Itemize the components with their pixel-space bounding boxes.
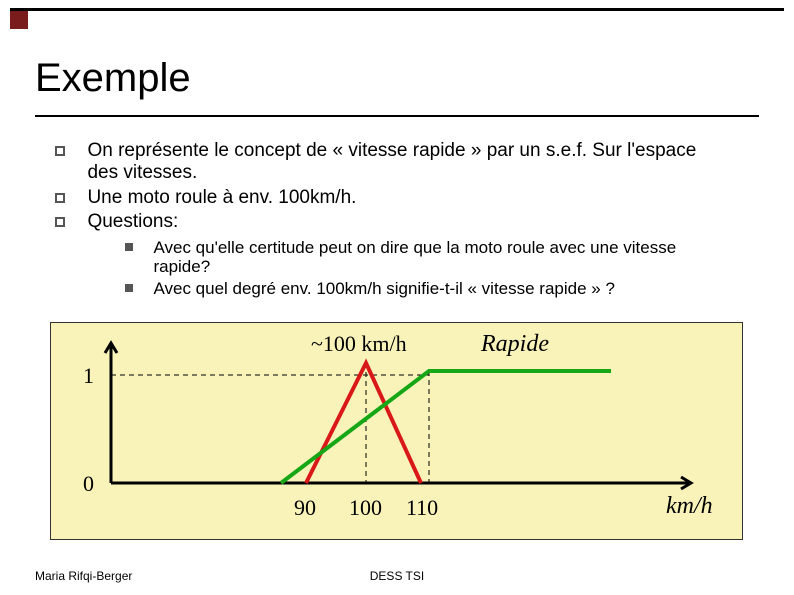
footer-program: DESS TSI — [0, 569, 794, 583]
bullet-text: Une moto roule à env. 100km/h. — [87, 187, 727, 209]
sub-bullet-marker-icon — [125, 284, 133, 292]
bullet-item: Une moto roule à env. 100km/h. — [55, 187, 759, 209]
chart-rapide-label: Rapide — [481, 331, 549, 358]
sub-bullet-item: Avec qu'elle certitude peut on dire que … — [125, 236, 759, 277]
accent-square — [10, 11, 28, 29]
title-underline — [35, 115, 759, 117]
bullet-marker-icon — [55, 217, 65, 227]
fuzzy-chart: ~100 km/h Rapide 1 0 90 100 110 km/h — [50, 322, 743, 540]
content-area: On représente le concept de « vitesse ra… — [55, 140, 759, 298]
sub-bullet-text: Avec qu'elle certitude peut on dire que … — [153, 238, 733, 277]
x-unit-label: km/h — [666, 493, 713, 520]
bullet-text: Questions: — [87, 211, 727, 233]
slide-title: Exemple — [35, 56, 191, 101]
bullet-marker-icon — [55, 146, 65, 156]
sub-bullet-text: Avec quel degré env. 100km/h signifie-t-… — [153, 279, 733, 299]
bullet-item: On représente le concept de « vitesse ra… — [55, 140, 759, 185]
sub-bullet-item: Avec quel degré env. 100km/h signifie-t-… — [125, 277, 759, 299]
top-rule — [10, 8, 784, 11]
sub-bullet-marker-icon — [125, 243, 133, 251]
x-tick-90: 90 — [294, 495, 316, 521]
bullet-marker-icon — [55, 193, 65, 203]
chart-top-label: ~100 km/h — [311, 331, 407, 357]
bullet-item: Questions: — [55, 211, 759, 233]
x-tick-100: 100 — [349, 495, 382, 521]
bullet-text: On représente le concept de « vitesse ra… — [87, 140, 727, 185]
y-tick-0: 0 — [83, 471, 94, 497]
y-tick-1: 1 — [83, 363, 94, 389]
x-tick-110: 110 — [406, 495, 438, 521]
